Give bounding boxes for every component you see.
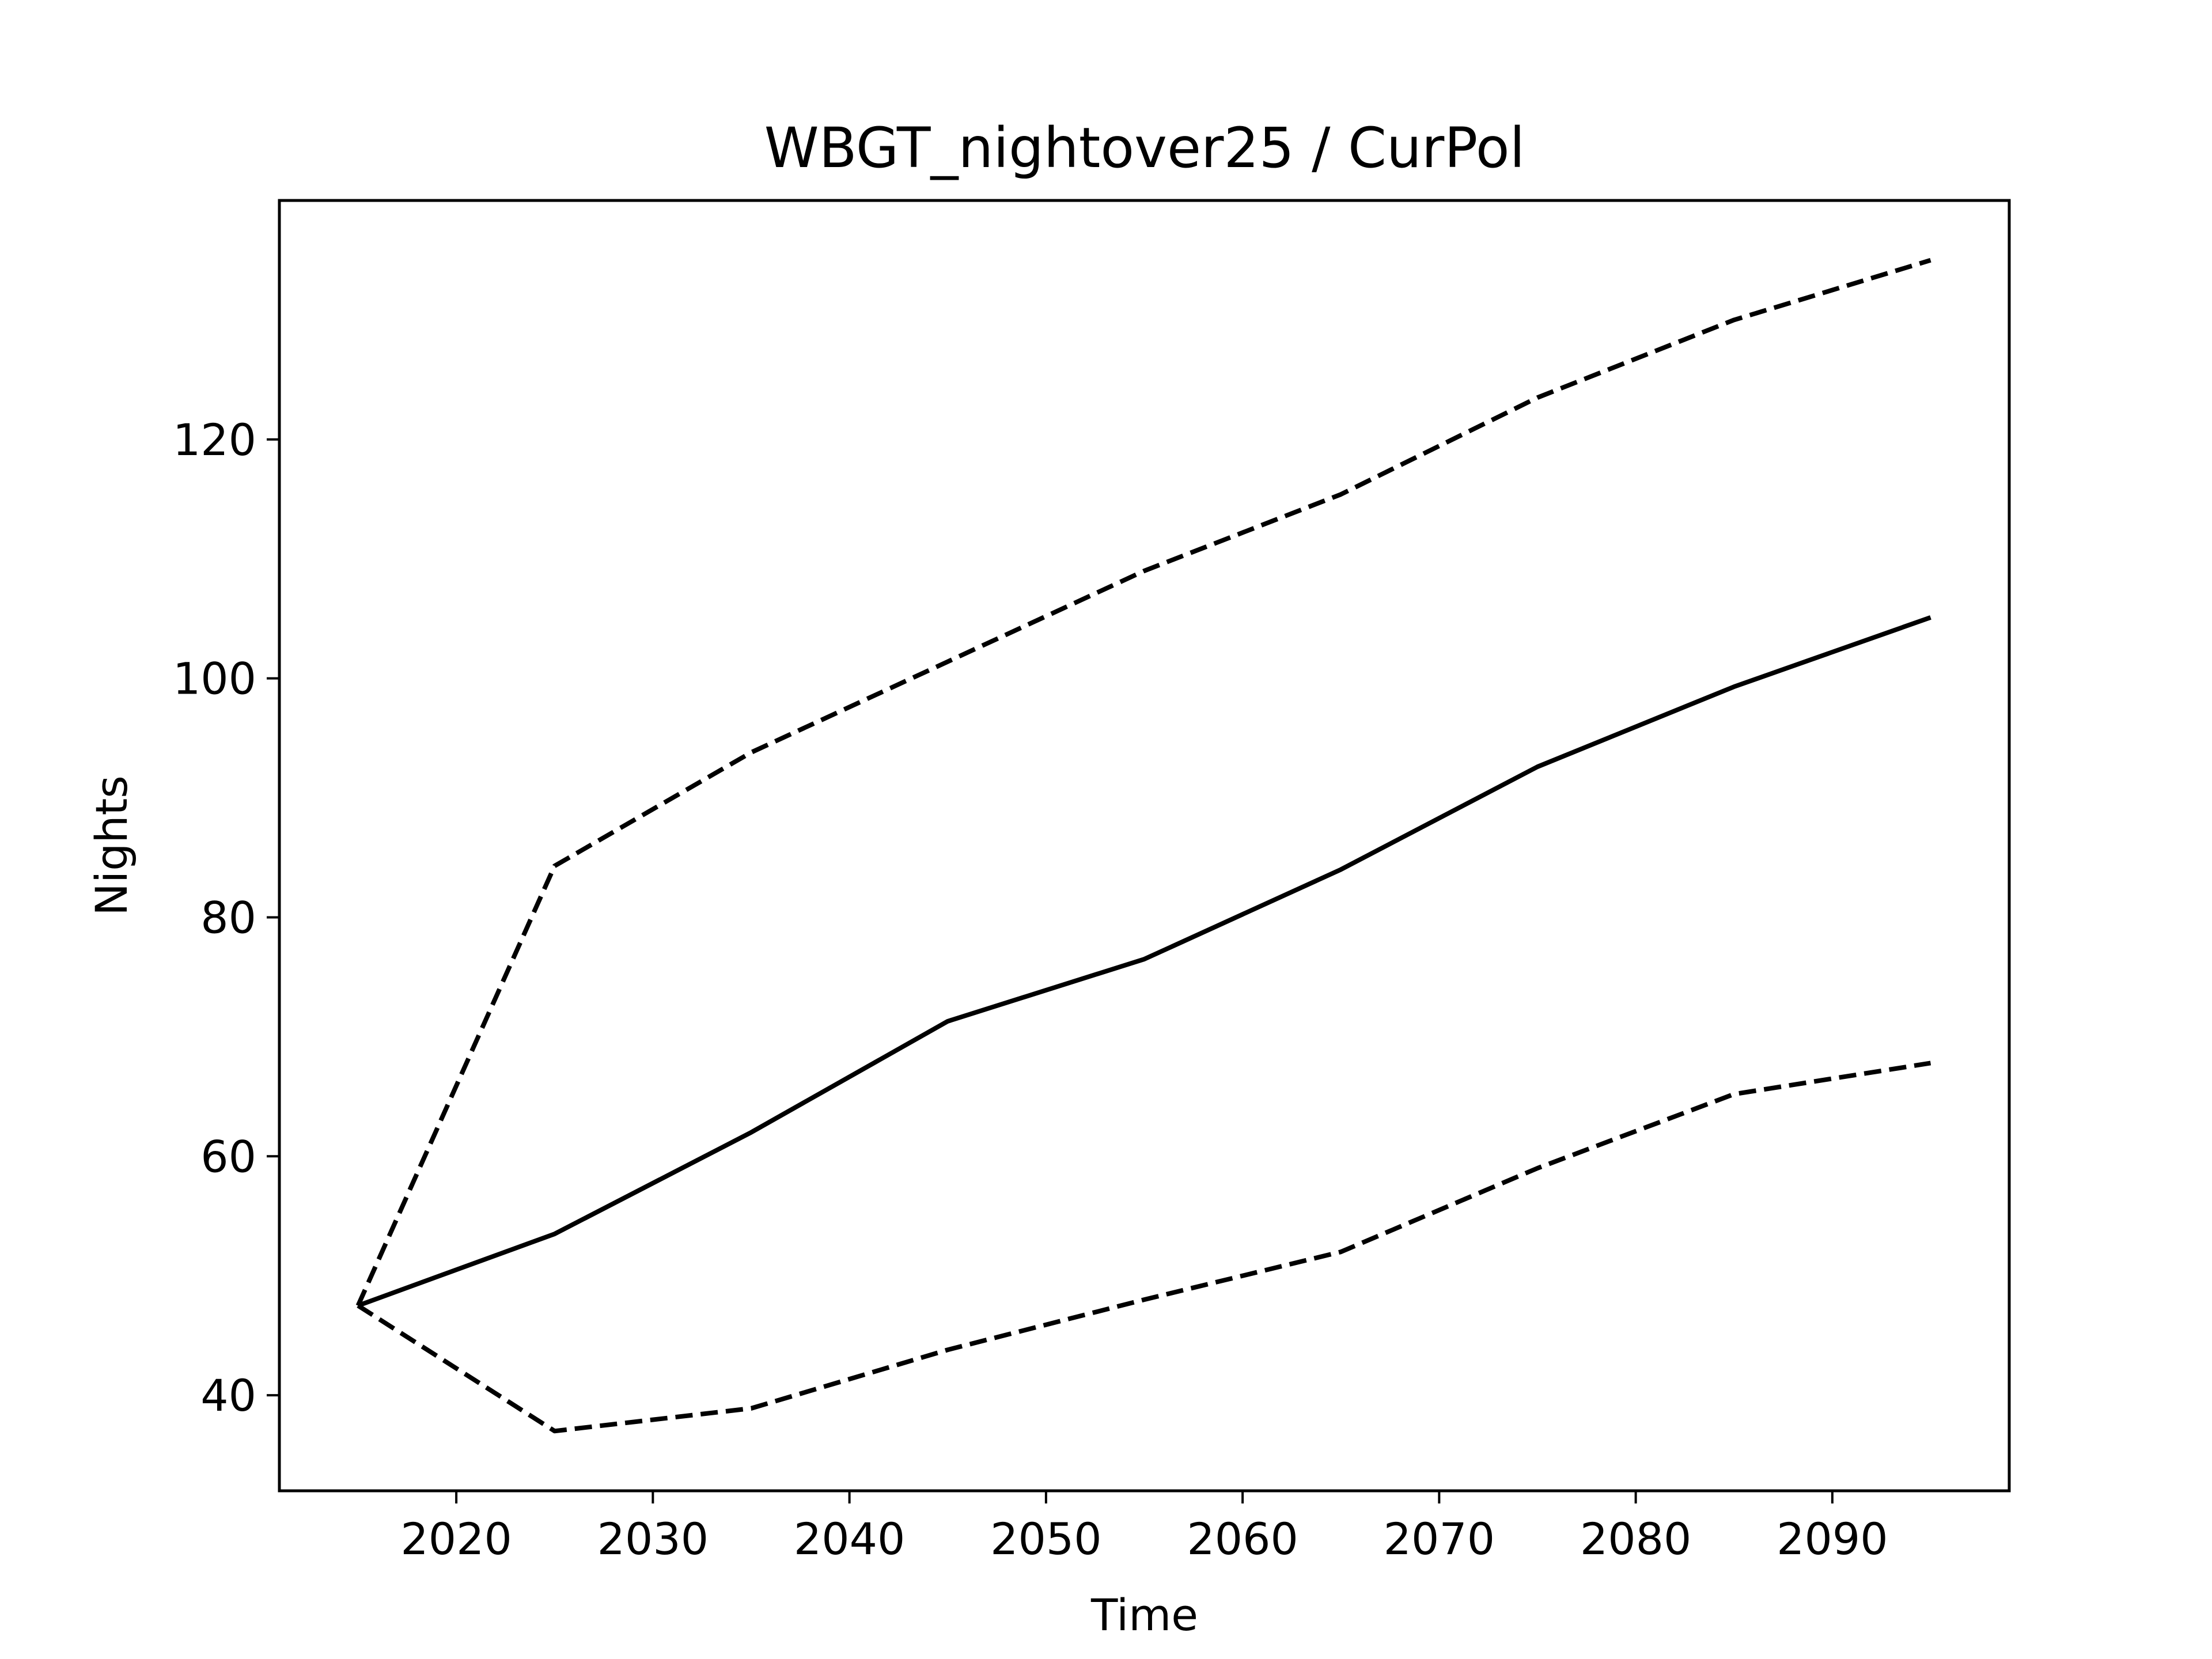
x-tick-label: 2020	[400, 1513, 512, 1565]
x-axis-ticks: 2020 2030 2040 2050 2060 2070 2080 2090	[400, 1491, 1888, 1565]
y-axis-label: Nights	[86, 775, 137, 916]
x-tick-label: 2060	[1187, 1513, 1298, 1565]
y-axis-ticks: 40 60 80 100 120	[173, 414, 279, 1421]
y-tick-label: 40	[200, 1370, 256, 1421]
chart-title: WBGT_nightover25 / CurPol	[764, 116, 1525, 180]
x-tick-label: 2070	[1384, 1513, 1495, 1565]
series-layer	[355, 257, 1931, 1434]
y-tick-label: 120	[173, 414, 256, 465]
x-tick-label: 2030	[597, 1513, 709, 1565]
plot-frame	[278, 199, 2011, 1493]
x-tick-label: 2050	[990, 1513, 1101, 1565]
y-tick-label: 60	[200, 1131, 256, 1182]
series-line-3	[357, 1060, 1931, 1434]
y-tick-label: 80	[200, 892, 256, 943]
series-line-1	[357, 615, 1931, 1308]
x-tick-label: 2090	[1777, 1513, 1888, 1565]
x-axis-label: Time	[1090, 1589, 1198, 1641]
series-line-2	[355, 257, 1931, 1307]
y-tick-label: 100	[173, 653, 256, 704]
x-tick-label: 2080	[1580, 1513, 1691, 1565]
x-tick-label: 2040	[794, 1513, 905, 1565]
